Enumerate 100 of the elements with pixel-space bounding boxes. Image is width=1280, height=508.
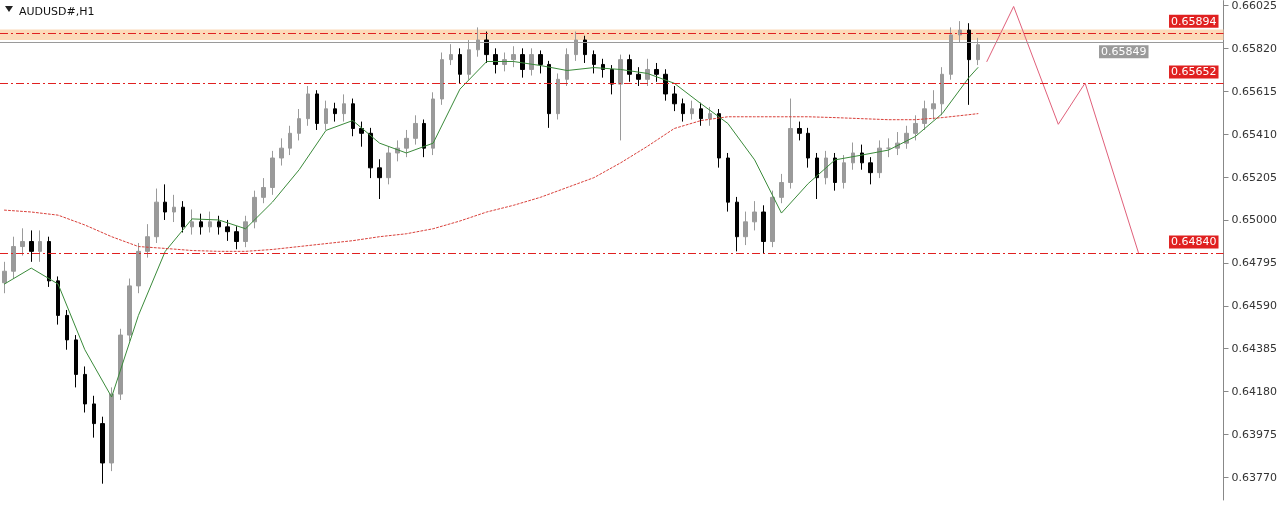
candlestick [672,85,677,112]
ref-line-label: 0.64840 [1171,235,1217,249]
candlestick [297,108,301,141]
candlestick [440,52,444,106]
candlestick [610,64,614,95]
candlestick [154,188,159,244]
y-tick-label: 0.64795 [1231,256,1278,270]
candlestick [92,395,96,439]
candlestick [967,22,971,106]
y-tick-label: 0.65205 [1231,170,1278,184]
candlestick [243,215,248,248]
candlestick [842,154,846,190]
candlestick [270,150,275,196]
candlestick [761,204,766,254]
candlestick [735,196,739,252]
candlestick [118,328,123,401]
candlestick [886,137,891,158]
candlestick [100,416,105,485]
candlestick [324,100,328,131]
candlestick [618,54,623,141]
y-tick-label: 0.63975 [1231,427,1278,441]
candlestick [351,98,355,137]
candlestick [404,129,409,158]
candlestick [484,31,489,64]
candlestick [627,54,632,83]
candlestick [833,152,837,192]
candlestick [699,102,703,127]
candlestick [877,139,882,179]
candlestick [422,118,426,158]
candlestick [717,108,721,169]
candlestick [592,49,596,74]
candlestick [181,200,185,234]
y-tick-label: 0.63770 [1231,470,1278,484]
candlestick [681,98,685,123]
candlestick [752,200,757,231]
candlestick [556,72,560,120]
ref-line-label: 0.65849 [1101,45,1147,59]
candlestick [2,261,7,294]
candlestick [636,66,641,87]
candlestick [199,213,203,236]
y-tick-label: 0.64590 [1231,299,1278,313]
candlestick [29,229,34,263]
candlestick [20,227,25,257]
candlestick [565,47,569,87]
ref-line-label: 0.65894 [1171,14,1217,28]
candlestick [601,58,605,79]
candlestick [74,334,78,388]
candlestick [225,219,230,242]
candlestick [306,85,310,127]
y-tick-label: 0.65820 [1231,41,1278,55]
candlestick [690,100,694,120]
y-tick-label: 0.65000 [1231,213,1278,227]
candlestick [851,142,855,171]
candlestick [217,215,221,236]
candlestick [127,278,132,342]
candlestick [547,60,551,129]
candlestick [726,152,730,213]
candlestick [109,386,114,472]
line-series [3,113,979,252]
candlestick [913,114,918,141]
candlestick [38,229,42,263]
candlestick [190,208,194,236]
candlestick [56,275,60,326]
y-tick-label: 0.64385 [1231,342,1278,356]
candlestick [368,127,373,179]
ref-line-label: 0.65652 [1171,65,1217,79]
y-tick-label: 0.64180 [1231,385,1278,399]
candlestick [868,156,873,185]
candlestick [779,173,784,204]
candlestick [797,121,802,141]
candlestick [520,47,525,79]
candlestick [136,242,141,294]
candlestick [359,121,364,148]
candlestick [824,150,828,185]
candlestick [11,236,16,280]
candlestick [288,125,292,156]
candlestick [83,365,87,414]
candlestick [234,225,239,250]
candlestick [815,152,819,200]
candlestick [47,236,51,288]
candlestick [663,68,668,102]
candlestick [163,183,167,221]
candlestick [538,49,543,74]
y-tick-label: 0.66025 [1231,0,1278,12]
candlestick [261,177,266,204]
y-tick-label: 0.65615 [1231,84,1278,98]
candlestick [208,211,212,234]
candlestick [65,309,69,351]
candlestick [315,89,319,131]
candlestick [252,190,257,229]
candlestick [279,137,284,167]
line-series [3,61,979,398]
candlestick [386,146,391,185]
candlestick [529,47,534,77]
candlestick [788,98,793,190]
candlestick [922,100,927,131]
candlestick [708,106,712,127]
candlestick [743,211,748,246]
candlestick [431,91,435,156]
candlestick [931,89,936,120]
